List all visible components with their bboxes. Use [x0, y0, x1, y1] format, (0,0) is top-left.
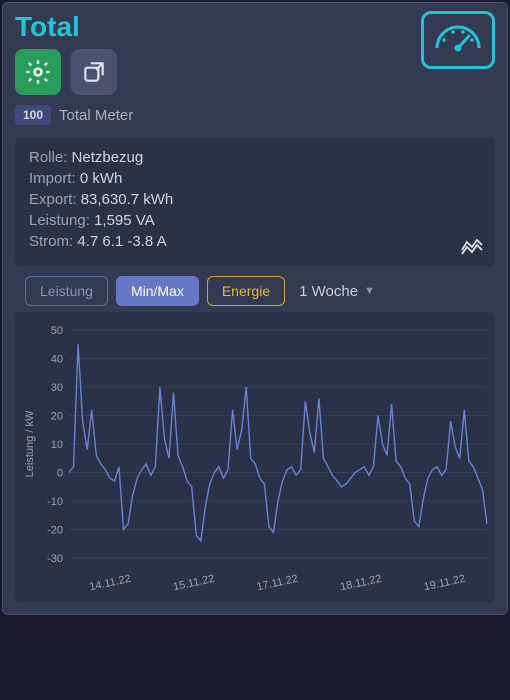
device-label: Total Meter: [59, 107, 133, 124]
gauge-icon: [421, 11, 495, 69]
chart-panel: 50 40 30 20 10 0 -10 -20 -30 Leistung / kW 14.11.2…: [15, 312, 495, 602]
settings-button[interactable]: [15, 49, 61, 95]
svg-text:20: 20: [51, 411, 63, 423]
leistung-button[interactable]: Leistung: [25, 276, 108, 306]
info-panel: Rolle: Netzbezug Import: 0 kWh Export: 8…: [15, 137, 495, 266]
svg-text:14.11.22: 14.11.22: [88, 573, 132, 593]
leistung-line: Leistung: 1,595 VA: [29, 212, 481, 229]
chart-controls: Leistung Min/Max Energie 1 Woche ▼: [25, 276, 495, 306]
svg-text:-30: -30: [47, 553, 63, 565]
line-chart: 50 40 30 20 10 0 -10 -20 -30 Leistung / kW 14.11.2…: [19, 320, 497, 598]
svg-text:15.11.22: 15.11.22: [172, 573, 216, 593]
svg-text:0: 0: [57, 468, 63, 480]
chevron-down-icon: ▼: [364, 285, 375, 297]
period-label: 1 Woche: [299, 283, 358, 300]
device-id-badge: 100: [15, 105, 51, 125]
total-card: Total 100 Total Meter: [2, 2, 508, 615]
rolle-line: Rolle: Netzbezug: [29, 149, 481, 166]
svg-text:Leistung / kW: Leistung / kW: [24, 410, 36, 477]
svg-text:-20: -20: [47, 525, 63, 537]
export-line: Export: 83,630.7 kWh: [29, 191, 481, 208]
import-line: Import: 0 kWh: [29, 170, 481, 187]
strom-line: Strom: 4.7 6.1 -3.8 A: [29, 233, 481, 250]
badge-row: 100 Total Meter: [15, 105, 495, 125]
svg-text:10: 10: [51, 439, 63, 451]
expand-button[interactable]: [71, 49, 117, 95]
svg-text:30: 30: [51, 382, 63, 394]
svg-text:19.11.22: 19.11.22: [423, 573, 467, 593]
period-dropdown[interactable]: 1 Woche ▼: [299, 283, 375, 300]
svg-text:40: 40: [51, 354, 63, 366]
minmax-button[interactable]: Min/Max: [116, 276, 199, 306]
chart-toggle-icon[interactable]: [461, 238, 483, 256]
svg-text:-10: -10: [47, 496, 63, 508]
energie-button[interactable]: Energie: [207, 276, 285, 306]
svg-text:18.11.22: 18.11.22: [339, 573, 383, 593]
svg-text:17.11.22: 17.11.22: [256, 573, 300, 593]
svg-text:50: 50: [51, 325, 63, 337]
